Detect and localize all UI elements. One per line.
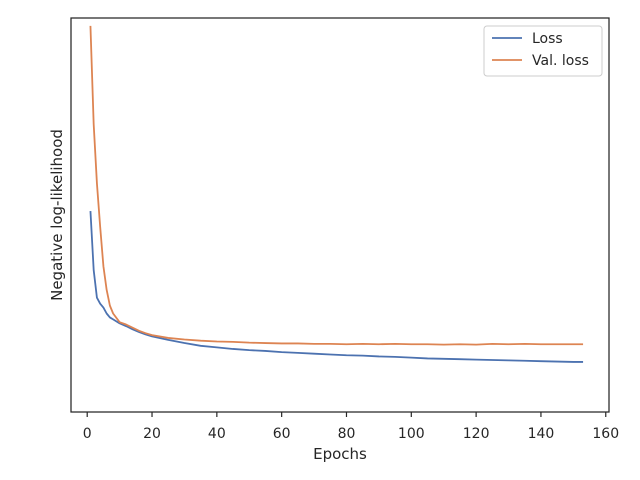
legend-label-loss: Loss: [532, 31, 563, 47]
x-tick-label: 0: [83, 426, 92, 442]
legend-label-val-loss: Val. loss: [532, 53, 589, 69]
legend: Loss Val. loss: [483, 25, 603, 77]
series-layer: [89, 25, 584, 363]
series-line-val-loss: [89, 25, 584, 346]
y-axis-label: Negative log-likelihood: [48, 129, 66, 301]
series-line-loss: [89, 211, 584, 363]
x-tick-label: 100: [398, 426, 425, 442]
x-tick-label: 80: [338, 426, 356, 442]
plot-area: [71, 18, 609, 412]
x-tick-label: 60: [273, 426, 291, 442]
x-axis-label: Epochs: [313, 445, 367, 463]
plot-frame: [70, 17, 610, 413]
x-tick-label: 20: [143, 426, 161, 442]
x-tick-label: 40: [208, 426, 226, 442]
x-tick-label: 160: [592, 426, 619, 442]
x-tick-label: 120: [463, 426, 490, 442]
x-tick-label: 140: [528, 426, 555, 442]
x-ticks: 0 20 40 60 80 100 120 140 160: [83, 412, 619, 442]
